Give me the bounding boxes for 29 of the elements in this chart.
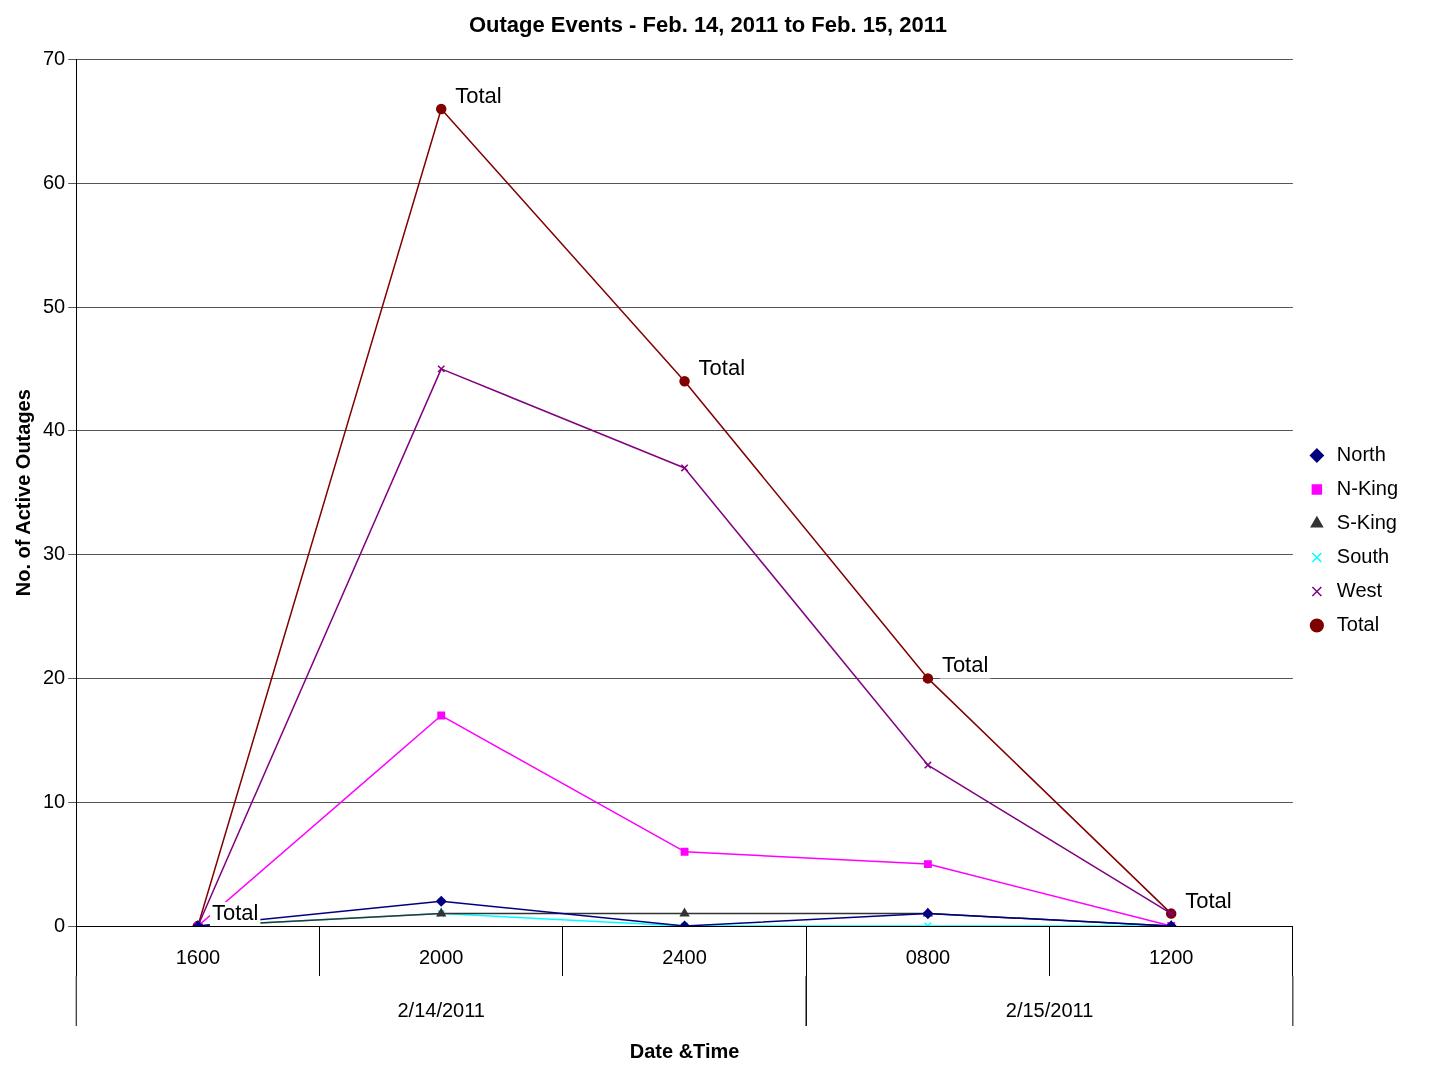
annotation: Total	[698, 355, 746, 381]
x-tick-label: 1600	[175, 945, 221, 968]
x-axis-title: Date &Time	[629, 1039, 740, 1062]
y-tick-label: 0	[54, 913, 66, 936]
annotation: Total	[941, 652, 989, 678]
y-tick-label: 30	[43, 542, 66, 565]
legend-label: N-King	[1336, 477, 1399, 500]
legend-label: South	[1336, 545, 1390, 568]
annotation: Total	[1185, 887, 1232, 913]
legend-label: West	[1336, 579, 1383, 602]
y-axis-title: No. of Active Outages	[11, 389, 34, 597]
legend-label: North	[1336, 443, 1386, 466]
x-tick-label: 0800	[905, 945, 951, 968]
y-tick-label: 60	[43, 170, 66, 193]
chart-title: Outage Events - Feb. 14, 2011 to Feb. 15, 2011	[468, 12, 948, 38]
text: 2/14/2011	[397, 998, 485, 1021]
y-tick-label: 10	[43, 789, 66, 812]
annotation: Total	[211, 900, 259, 926]
annotation: Total	[455, 82, 502, 108]
y-tick-label: 70	[43, 46, 66, 69]
x-tick-label: 2400	[662, 945, 707, 968]
x-tick-label: 1200	[1148, 945, 1194, 968]
y-tick-label: 50	[43, 294, 66, 317]
y-tick-label: 40	[43, 418, 66, 441]
x-tick-label: 2000	[418, 945, 464, 968]
legend-label: S-King	[1336, 511, 1397, 534]
legend-label: Total	[1336, 613, 1380, 636]
text: 2/15/2011	[1005, 998, 1094, 1021]
y-tick-label: 20	[43, 665, 66, 688]
